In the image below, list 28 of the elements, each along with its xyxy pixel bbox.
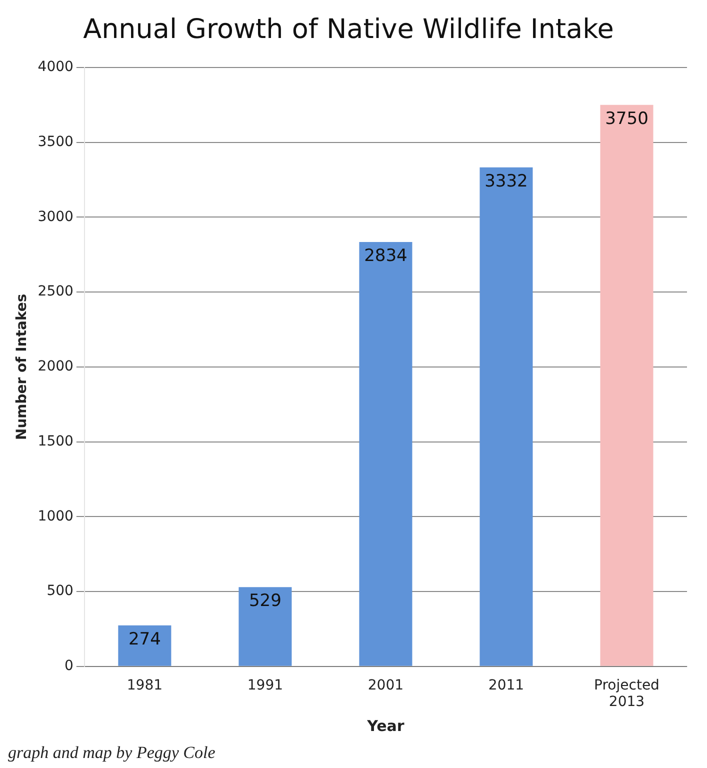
y-tick-label: 2500 xyxy=(38,284,74,300)
x-tick-label: Projected 2013 xyxy=(594,677,660,710)
y-tick-label: 1500 xyxy=(38,433,74,450)
data-label: 529 xyxy=(248,591,282,612)
y-axis-title: Number of Intakes xyxy=(14,294,30,440)
y-tick-label: 3000 xyxy=(38,208,74,225)
data-label: 3750 xyxy=(605,108,648,129)
x-tick-label: 2011 xyxy=(488,677,524,694)
bar xyxy=(238,587,292,666)
y-tick-label: 1000 xyxy=(38,508,74,524)
y-tick-label: 0 xyxy=(64,658,74,674)
data-label: 3332 xyxy=(484,171,528,192)
bar xyxy=(118,625,172,666)
y-tick-label: 500 xyxy=(46,583,74,600)
bar xyxy=(359,242,412,666)
y-tick-label: 3500 xyxy=(38,134,74,150)
x-tick-label: 2001 xyxy=(368,677,404,694)
data-label: 274 xyxy=(128,629,161,650)
bar xyxy=(480,167,533,666)
data-label: 2834 xyxy=(364,246,408,266)
y-tick-label: 2000 xyxy=(38,358,74,375)
x-axis-title: Year xyxy=(366,716,405,735)
text: graph and map by Peggy Cole xyxy=(8,742,216,762)
y-tick-label: 4000 xyxy=(38,59,74,76)
chart-title: Annual Growth of Native Wildlife Intake xyxy=(83,14,614,46)
bar xyxy=(600,104,654,666)
x-tick-label: 1991 xyxy=(247,677,284,694)
x-tick-label: 1981 xyxy=(126,677,163,694)
